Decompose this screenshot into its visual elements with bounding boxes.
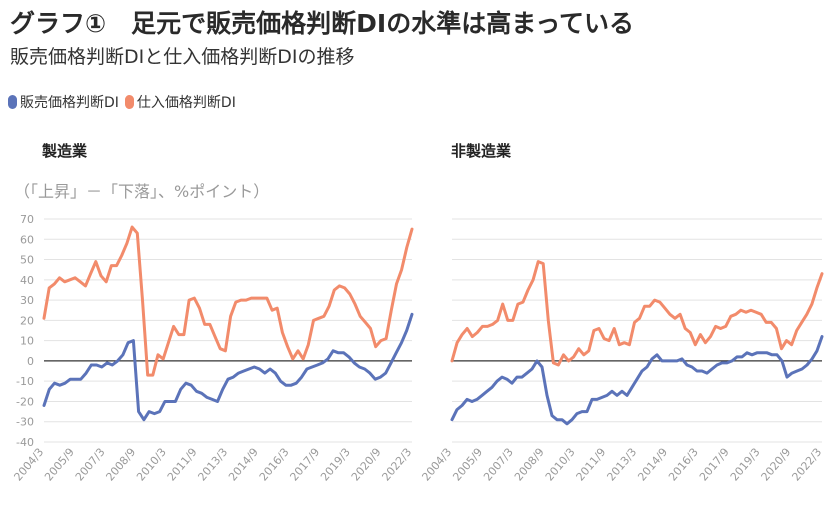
x-tick-label: 2014/9 [635, 446, 670, 484]
y-tick-label: 10 [20, 335, 34, 348]
series-line-sales-price-di [450, 335, 824, 426]
series-line-input-price-di [42, 225, 414, 377]
x-tick-label: 2014/9 [226, 446, 261, 484]
legend-label-input: 仕入価格判断DI [136, 95, 236, 111]
page-subtitle: 販売価格判断DIと仕入価格判断DIの推移 [10, 46, 355, 68]
unit-label: （「上昇」－「下落」、%ポイント） [14, 182, 270, 201]
panel-title-manufacturing: 製造業 [42, 142, 88, 160]
x-tick-label: 2016/3 [666, 446, 701, 484]
legend-item-input: 仕入価格判断DI [124, 92, 236, 112]
y-tick-label: 50 [20, 254, 34, 267]
x-tick-label: 2005/9 [450, 446, 485, 484]
series-line-sales-price-di [42, 312, 414, 422]
x-tick-label: 2016/3 [257, 446, 292, 484]
legend-swatch-sales [8, 95, 17, 109]
y-tick-label: -20 [16, 395, 34, 408]
x-tick-label: 2017/9 [287, 446, 322, 484]
panel-title-nonmanufacturing: 非製造業 [451, 142, 512, 160]
y-tick-label: 0 [27, 355, 34, 368]
y-tick-label: 40 [20, 274, 34, 287]
y-tick-label: 70 [20, 213, 34, 226]
y-tick-label: -10 [16, 375, 34, 388]
x-tick-label: 2005/9 [42, 446, 77, 484]
x-tick-label: 2010/3 [134, 446, 169, 484]
x-tick-label: 2008/9 [512, 446, 547, 484]
x-tick-label: 2010/3 [543, 446, 578, 484]
x-tick-label: 2019/3 [318, 446, 353, 484]
x-tick-label: 2022/3 [379, 446, 414, 484]
y-tick-label: -40 [16, 436, 34, 449]
legend-swatch-input [124, 95, 134, 109]
x-tick-label: 2019/3 [728, 446, 763, 484]
x-tick-label: 2020/9 [759, 446, 794, 484]
x-tick-label: 2007/3 [73, 446, 108, 484]
x-tick-label: 2017/9 [697, 446, 732, 484]
x-tick-label: 2013/3 [604, 446, 639, 484]
legend-item-sales: 販売価格判断DI [8, 92, 119, 112]
legend: 販売価格判断DI 仕入価格判断DI [8, 92, 242, 112]
x-tick-label: 2004/3 [419, 446, 454, 484]
x-tick-label: 2008/9 [103, 446, 138, 484]
x-tick-label: 2013/3 [195, 446, 230, 484]
x-tick-label: 2011/9 [165, 446, 200, 484]
y-tick-label: -30 [16, 416, 34, 429]
legend-label-sales: 販売価格判断DI [20, 95, 119, 111]
x-tick-label: 2011/9 [574, 446, 609, 484]
y-tick-label: 30 [20, 294, 34, 307]
x-tick-label: 2020/9 [349, 446, 384, 484]
series-line-input-price-di [450, 260, 824, 367]
y-tick-label: 60 [20, 233, 34, 246]
x-tick-label: 2022/3 [789, 446, 824, 484]
x-tick-label: 2004/3 [11, 446, 46, 484]
y-tick-label: 20 [20, 314, 34, 327]
page-title: グラフ① 足元で販売価格判断DIの水準は高まっている [10, 9, 634, 38]
x-tick-label: 2007/3 [481, 446, 516, 484]
